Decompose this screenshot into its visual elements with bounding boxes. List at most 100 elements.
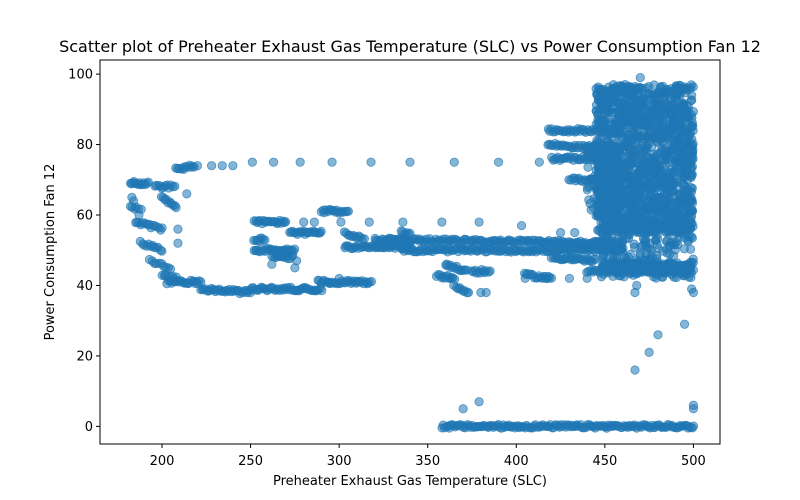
data-point (676, 212, 686, 222)
data-point (157, 223, 167, 233)
data-point (598, 199, 608, 209)
data-point (640, 190, 650, 200)
data-point (493, 157, 504, 167)
data-point (624, 145, 634, 155)
data-point (608, 246, 618, 256)
data-point (309, 217, 319, 227)
data-point (634, 99, 644, 109)
data-point (661, 227, 671, 237)
data-point (653, 218, 663, 228)
data-point (474, 397, 484, 407)
data-point (173, 224, 183, 234)
data-point (612, 144, 622, 154)
data-point (614, 164, 624, 174)
data-point (260, 235, 270, 245)
data-point (686, 110, 696, 120)
data-point (564, 273, 575, 284)
data-point (182, 189, 192, 199)
data-point (642, 141, 652, 151)
data-point (650, 153, 661, 164)
data-point (643, 130, 653, 140)
data-point (343, 206, 353, 216)
data-point (247, 157, 257, 167)
data-point (644, 347, 654, 357)
data-point (446, 273, 456, 284)
data-point (398, 217, 408, 227)
data-point (688, 404, 699, 414)
y-tick-label: 40 (76, 279, 93, 294)
data-point (688, 221, 698, 232)
data-point (668, 175, 679, 186)
data-point (662, 244, 672, 254)
data-point (481, 287, 491, 298)
y-tick-label: 80 (76, 138, 93, 153)
data-point (228, 161, 238, 171)
data-point (660, 97, 670, 107)
data-point (645, 106, 655, 117)
data-point (157, 246, 167, 256)
data-point (688, 120, 698, 131)
data-point (683, 159, 693, 169)
data-point (632, 280, 642, 291)
data-point (634, 167, 644, 177)
data-point (631, 255, 641, 265)
data-point (612, 114, 623, 124)
data-point (687, 90, 697, 100)
data-point (635, 73, 645, 83)
data-point (638, 157, 648, 167)
chart-title: Scatter plot of Preheater Exhaust Gas Te… (59, 37, 761, 56)
data-point (614, 218, 624, 228)
data-point (570, 228, 580, 238)
data-point (364, 217, 374, 227)
data-point (647, 252, 657, 262)
x-axis-ticks: 200 250 300 350 400 450 500 (150, 444, 706, 469)
data-point (684, 272, 694, 282)
data-point (598, 229, 609, 239)
x-tick-label: 350 (415, 454, 440, 469)
data-point (687, 198, 698, 208)
data-point (653, 330, 663, 340)
y-axis-label: Power Consumption Fan 12 (43, 164, 58, 341)
data-point (596, 272, 607, 282)
data-point (630, 365, 640, 375)
data-point (582, 185, 592, 195)
data-point (474, 217, 484, 227)
data-point (316, 226, 326, 236)
data-point (129, 196, 139, 206)
data-point (624, 87, 634, 97)
data-point (327, 157, 337, 167)
data-point (674, 168, 685, 178)
x-tick-label: 200 (150, 454, 175, 469)
data-point (437, 217, 447, 227)
data-point (635, 200, 645, 210)
data-point (625, 117, 635, 127)
data-point (603, 108, 613, 118)
data-point (624, 192, 634, 203)
data-point (292, 256, 302, 266)
data-point (134, 210, 144, 220)
data-point (672, 113, 682, 123)
data-point (541, 273, 552, 284)
data-point (664, 127, 674, 137)
data-point (615, 80, 626, 91)
data-point (207, 161, 217, 171)
data-point (604, 94, 615, 105)
data-point (685, 262, 695, 272)
x-tick-label: 300 (327, 454, 352, 469)
data-point (594, 188, 604, 199)
x-tick-label: 250 (238, 454, 263, 469)
y-tick-label: 20 (76, 349, 93, 364)
data-point (643, 115, 654, 126)
data-point (593, 120, 603, 131)
data-point (678, 98, 688, 108)
data-point (685, 186, 695, 196)
data-point (634, 131, 644, 141)
data-point (587, 146, 597, 156)
data-point (591, 180, 601, 190)
data-point (607, 255, 618, 265)
data-point (334, 273, 344, 284)
data-point (463, 287, 474, 298)
data-point (685, 128, 695, 138)
data-point (669, 100, 680, 111)
data-point (267, 259, 277, 269)
